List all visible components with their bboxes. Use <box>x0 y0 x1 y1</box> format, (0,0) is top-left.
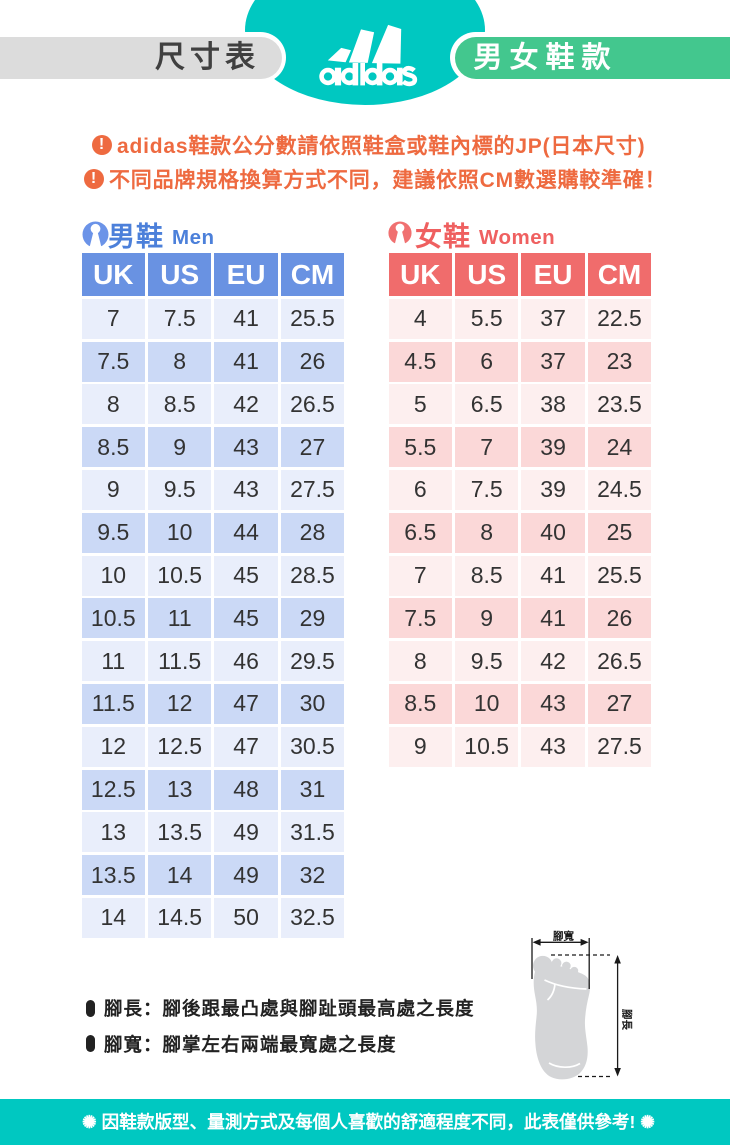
svg-text:腳長: 腳長 <box>621 1009 634 1031</box>
svg-text:腳寬: 腳寬 <box>553 930 574 943</box>
